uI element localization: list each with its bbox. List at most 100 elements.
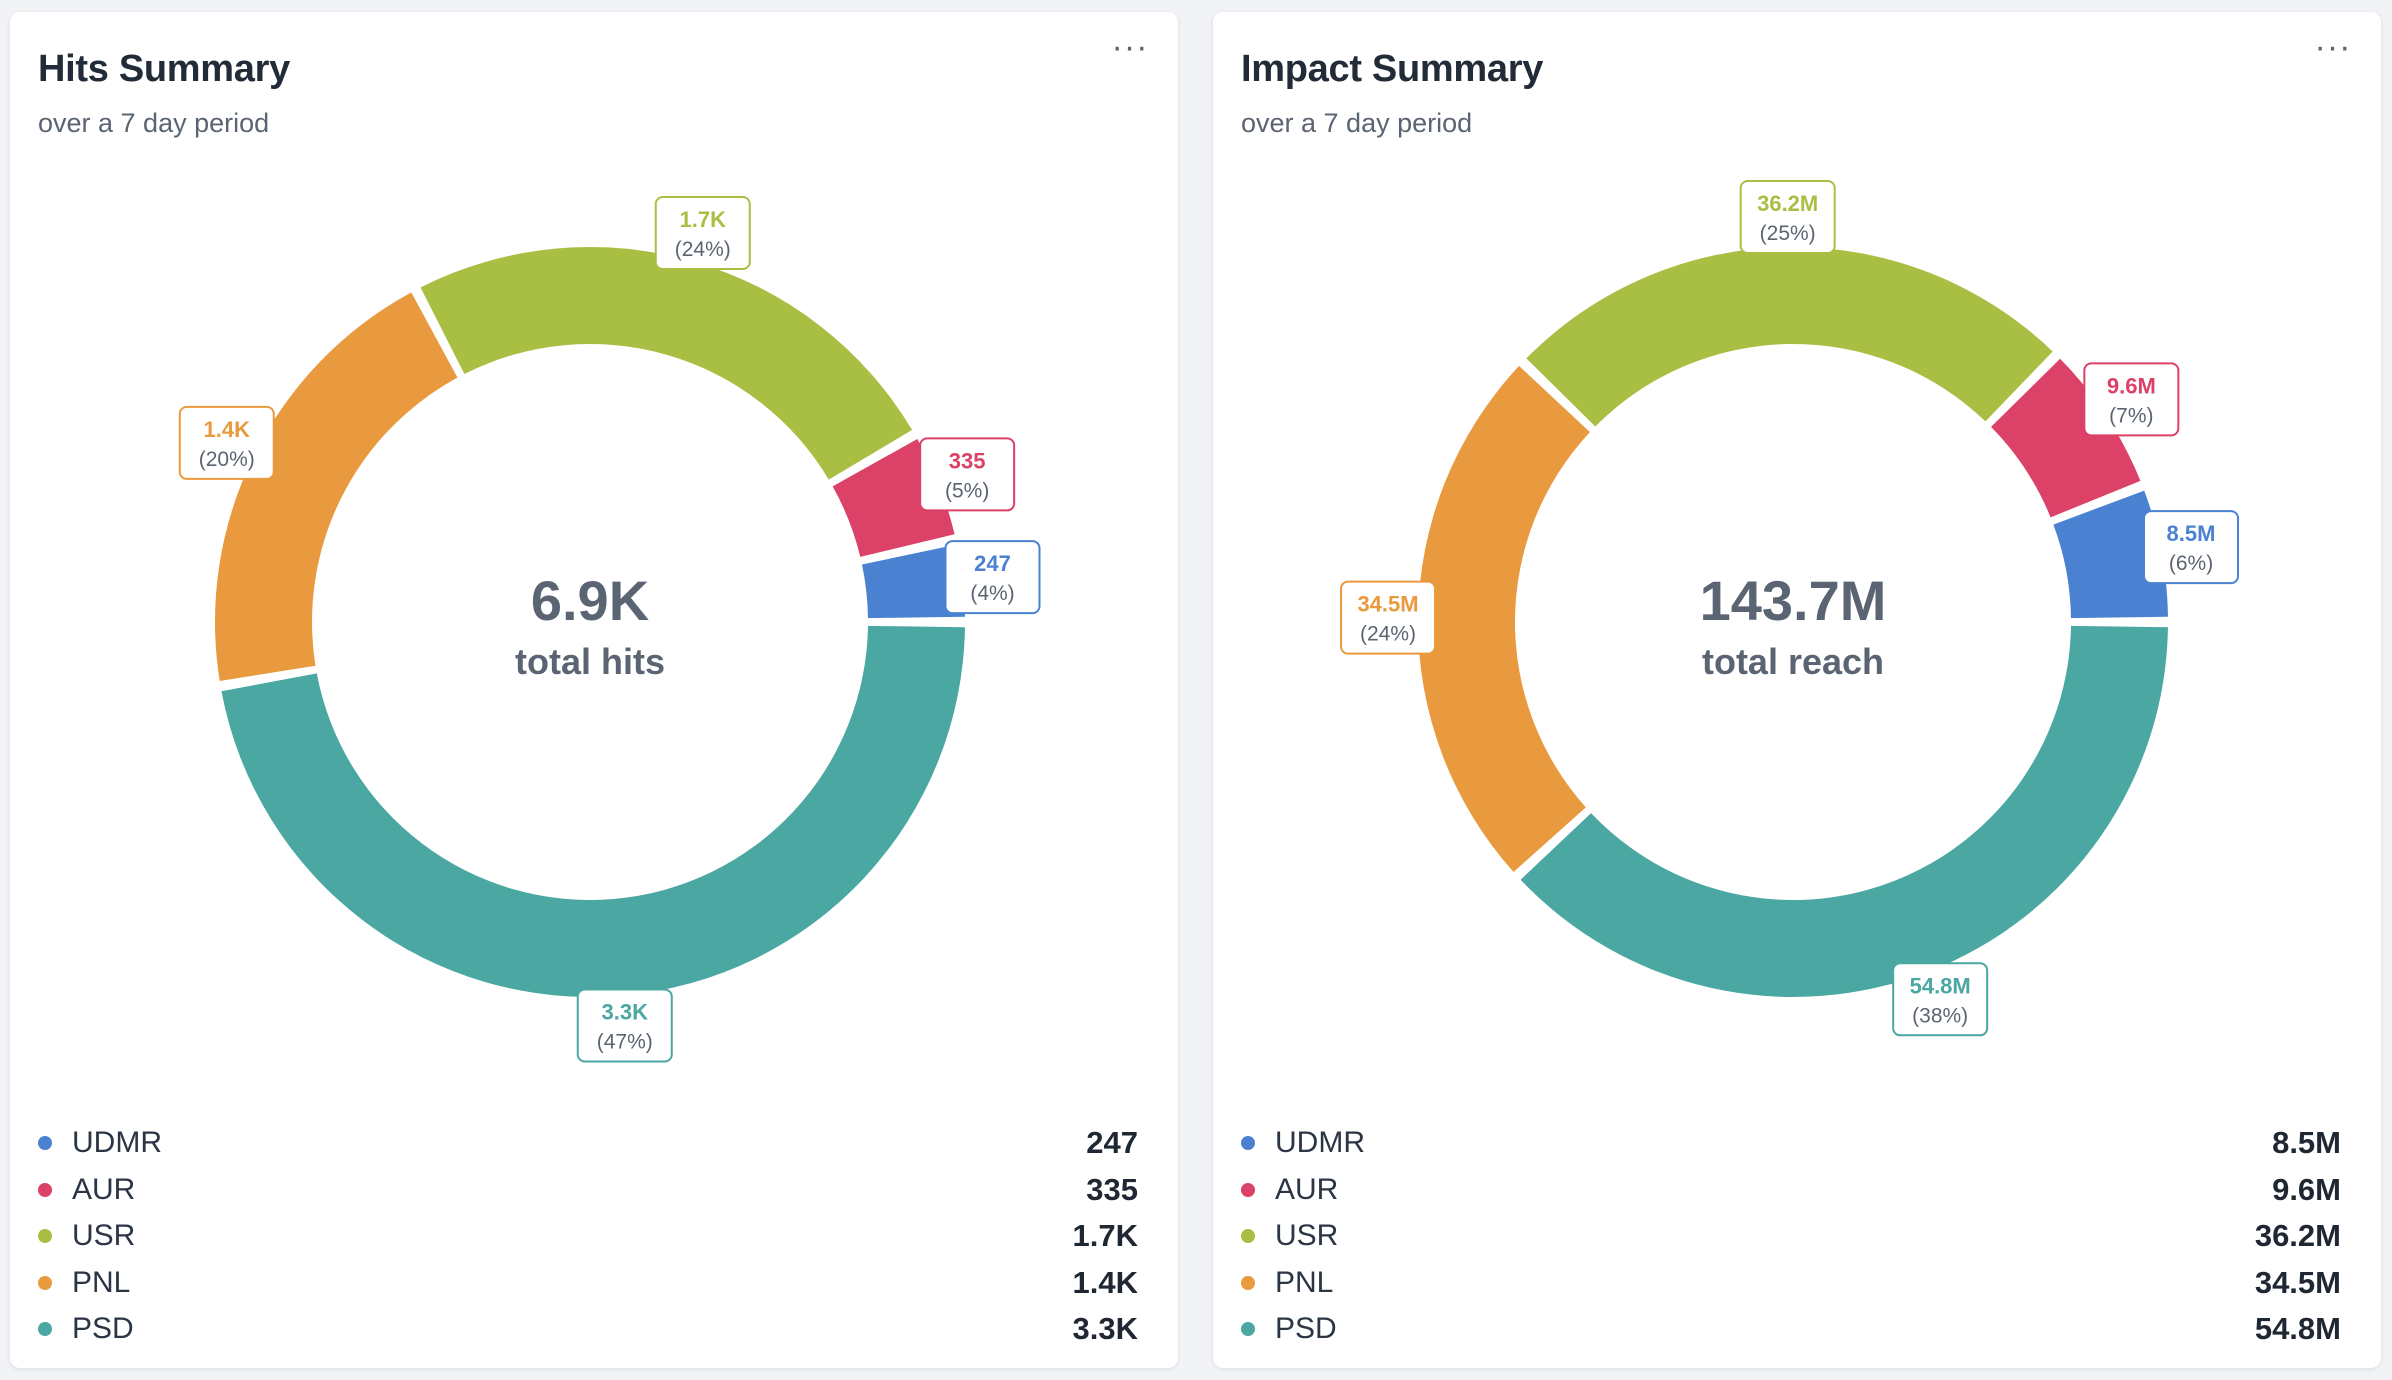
data-label-box [654, 196, 751, 271]
data-label-value: 34.5M [1357, 592, 1418, 617]
data-label-value: 3.3K [602, 1000, 649, 1025]
legend-item-aur[interactable]: AUR 335 [38, 1167, 1138, 1214]
data-label-pnl: 1.4K (20%) [178, 405, 275, 480]
data-label-box [919, 437, 1016, 512]
data-label-box [178, 405, 275, 480]
legend-item-psd[interactable]: PSD 54.8M [1241, 1306, 2341, 1353]
data-label-box [1340, 580, 1437, 655]
hits-donut-chart: 6.9K total hits 3.3K (47%) 1.4K (20%) 1.7K (24%… [178, 196, 1041, 1063]
card-subtitle: over a 7 day period [38, 108, 270, 138]
chart-legend: UDMR 247 AUR 335 USR 1.7K PNL 1.4K PSD 3.3K [38, 1120, 1138, 1353]
legend-dot [1241, 1182, 1255, 1197]
data-label-percent: (7%) [2109, 404, 2153, 427]
impact-summary-card: Impact Summary over a 7 day period ··· 1… [1213, 12, 2381, 1368]
legend-item-udmr[interactable]: UDMR 247 [38, 1120, 1138, 1167]
data-label-box [944, 540, 1041, 615]
legend-item-psd[interactable]: PSD 3.3K [38, 1306, 1138, 1353]
more-horizontal-icon: ··· [2314, 28, 2352, 66]
donut-slice-usr[interactable] [1526, 247, 2053, 427]
legend-item-pnl[interactable]: PNL 34.5M [1241, 1260, 2341, 1307]
legend-item-usr[interactable]: USR 36.2M [1241, 1213, 2341, 1260]
data-label-usr: 1.7K (24%) [654, 196, 751, 271]
legend-label: AUR [72, 1172, 136, 1206]
legend-label: PSD [72, 1312, 134, 1346]
data-label-percent: (4%) [970, 582, 1014, 605]
hits-summary-card: Hits Summary over a 7 day period ··· 6.9… [10, 12, 1178, 1368]
legend-value: 1.4K [1072, 1264, 1138, 1300]
data-label-percent: (6%) [2169, 552, 2213, 575]
donut-slice-udmr[interactable] [2053, 490, 2168, 619]
data-label-psd: 54.8M (38%) [1892, 962, 1989, 1037]
legend-label: UDMR [1275, 1126, 1365, 1160]
data-label-value: 9.6M [2107, 373, 2156, 398]
more-options-button[interactable]: ··· [1100, 30, 1160, 72]
data-label-aur: 9.6M (7%) [2083, 362, 2180, 437]
donut-slice-udmr[interactable] [861, 544, 965, 619]
data-label-box [2083, 362, 2180, 437]
data-label-value: 54.8M [1910, 973, 1971, 998]
data-label-box [2143, 510, 2240, 585]
legend-dot [38, 1229, 52, 1244]
center-total-label: total hits [515, 641, 665, 682]
legend-label: PSD [1275, 1312, 1337, 1346]
legend-value: 34.5M [2254, 1264, 2341, 1300]
data-label-psd: 3.3K (47%) [576, 988, 673, 1063]
legend-value: 247 [1086, 1125, 1138, 1161]
legend-dot [1241, 1229, 1255, 1244]
legend-dot [1241, 1322, 1255, 1337]
legend-value: 9.6M [2272, 1171, 2341, 1207]
legend-value: 335 [1086, 1171, 1138, 1207]
center-total-value: 6.9K [531, 569, 649, 632]
donut-slice-pnl[interactable] [1418, 365, 1590, 873]
card-title: Hits Summary [38, 48, 290, 90]
legend-value: 36.2M [2254, 1218, 2341, 1254]
donut-slice-psd[interactable] [221, 625, 965, 997]
data-label-box [576, 988, 673, 1063]
legend-item-aur[interactable]: AUR 9.6M [1241, 1167, 2341, 1214]
card-title: Impact Summary [1241, 48, 1544, 90]
data-label-percent: (38%) [1912, 1004, 1968, 1027]
legend-label: PNL [72, 1265, 131, 1299]
legend-dot [1241, 1275, 1255, 1290]
data-label-percent: (20%) [199, 448, 255, 471]
data-label-udmr: 247 (4%) [944, 540, 1041, 615]
legend-value: 3.3K [1072, 1311, 1138, 1347]
legend-item-udmr[interactable]: UDMR 8.5M [1241, 1120, 2341, 1167]
impact-donut-chart: 143.7M total reach 54.8M (38%) 34.5M (24%) 36.… [1340, 180, 2240, 1037]
legend-label: PNL [1275, 1265, 1334, 1299]
data-label-percent: (24%) [675, 238, 731, 261]
donut-slice-usr[interactable] [420, 247, 913, 480]
legend-value: 8.5M [2272, 1125, 2341, 1161]
legend-value: 54.8M [2254, 1311, 2341, 1347]
legend-dot [38, 1322, 52, 1337]
donut-slice-psd[interactable] [1520, 625, 2168, 997]
data-label-percent: (24%) [1360, 623, 1416, 646]
data-label-box [1892, 962, 1989, 1037]
data-label-percent: (47%) [597, 1031, 653, 1054]
legend-dot [1241, 1136, 1255, 1151]
data-label-percent: (25%) [1760, 222, 1816, 245]
data-label-usr: 36.2M (25%) [1739, 180, 1836, 255]
data-label-value: 1.4K [204, 417, 251, 442]
legend-dot [38, 1275, 52, 1290]
data-label-value: 1.7K [680, 207, 727, 232]
data-label-percent: (5%) [945, 479, 989, 502]
data-label-aur: 335 (5%) [919, 437, 1016, 512]
center-total-label: total reach [1702, 641, 1884, 682]
legend-label: AUR [1275, 1172, 1339, 1206]
legend-label: UDMR [72, 1126, 162, 1160]
chart-legend: UDMR 8.5M AUR 9.6M USR 36.2M PNL 34.5M PSD 54.8M [1241, 1120, 2341, 1353]
data-label-udmr: 8.5M (6%) [2143, 510, 2240, 585]
legend-label: USR [72, 1219, 136, 1253]
more-options-button[interactable]: ··· [2303, 30, 2363, 72]
donut-slice-pnl[interactable] [214, 292, 458, 681]
legend-item-usr[interactable]: USR 1.7K [38, 1213, 1138, 1260]
legend-item-pnl[interactable]: PNL 1.4K [38, 1260, 1138, 1307]
more-horizontal-icon: ··· [1111, 28, 1149, 66]
donut-slice-aur[interactable] [1991, 358, 2141, 518]
data-label-value: 8.5M [2167, 521, 2216, 546]
legend-label: USR [1275, 1219, 1339, 1253]
data-label-value: 247 [974, 551, 1011, 576]
card-subtitle: over a 7 day period [1241, 108, 1473, 138]
legend-value: 1.7K [1072, 1218, 1138, 1254]
